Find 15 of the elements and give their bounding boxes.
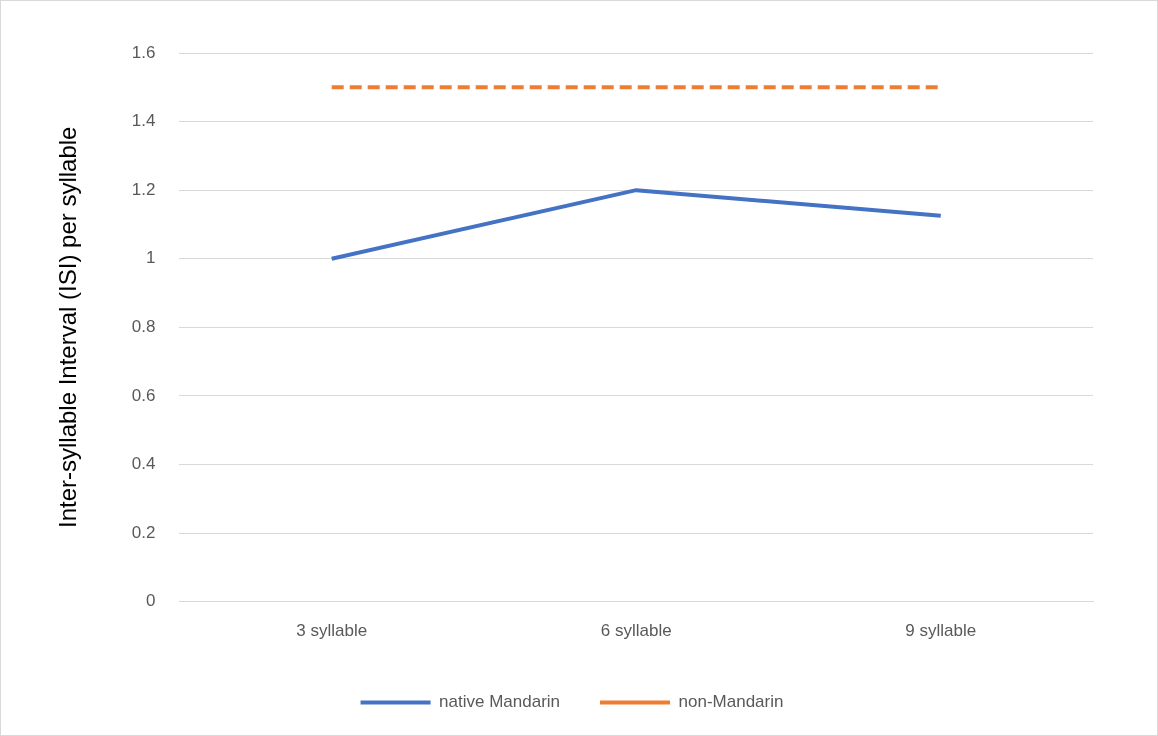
legend-label: native Mandarin [439,692,561,712]
legend-label: non-Mandarin [678,692,784,712]
y-tick-label: 1.4 [131,111,156,131]
y-tick-label: 0.2 [131,522,156,542]
y-tick-label: 1.2 [131,179,156,199]
x-tick-label: 6 syllable [600,621,672,641]
y-tick-label: 1 [145,248,156,268]
x-tick-label: 9 syllable [905,621,977,641]
x-tick-label: 3 syllable [296,621,368,641]
y-tick-label: 1.6 [131,42,156,62]
y-tick-label: 0.6 [131,385,156,405]
y-tick-label: 0 [145,591,156,611]
y-tick-label: 0.8 [131,316,156,336]
y-axis-title: Inter-syllable Interval (ISI) per syllable [54,126,82,529]
y-tick-label: 0.4 [131,454,156,474]
